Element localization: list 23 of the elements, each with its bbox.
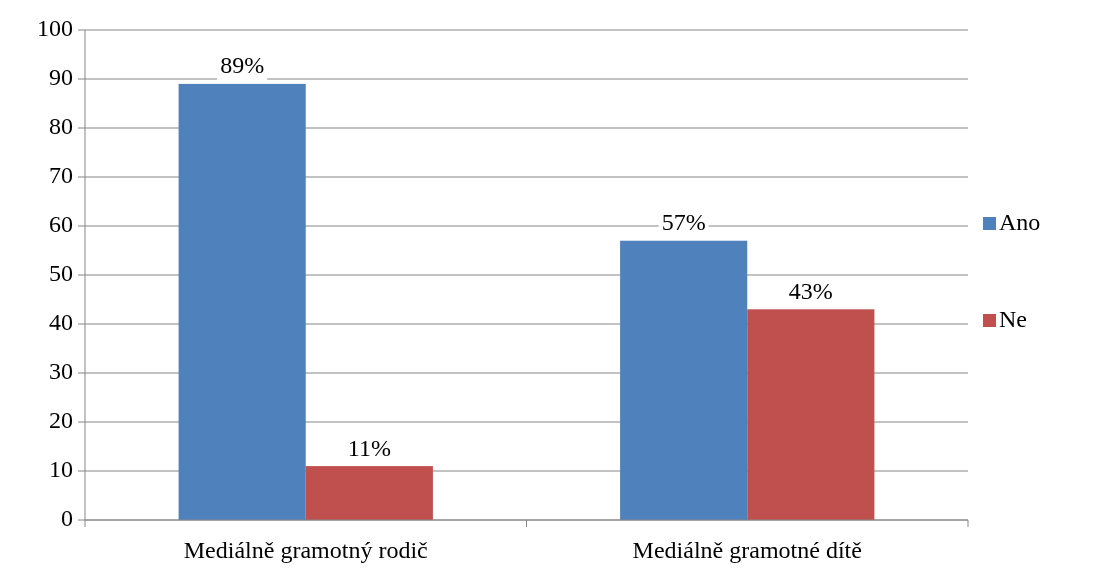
bar: [178, 83, 306, 520]
legend-label: Ne: [999, 305, 1027, 332]
data-label: 89%: [220, 52, 265, 79]
data-label: 43%: [788, 277, 833, 304]
x-tick-label: Mediálně gramotné dítě: [632, 537, 862, 563]
y-tick-label: 60: [49, 210, 73, 237]
y-tick-label: 80: [49, 112, 73, 139]
y-tick-label: 100: [37, 14, 73, 41]
x-tick-label: Mediálně gramotný rodič: [183, 537, 428, 563]
y-tick-label: 20: [49, 406, 73, 433]
y-tick-label: 10: [49, 455, 73, 482]
y-tick-label: 30: [49, 357, 73, 384]
y-tick-label: 50: [49, 259, 73, 286]
y-tick-label: 70: [49, 161, 73, 188]
y-tick-label: 40: [49, 308, 73, 335]
bar: [620, 240, 748, 520]
y-tick-label: 0: [61, 504, 73, 531]
bar: [305, 466, 433, 520]
y-tick-label: 90: [49, 63, 73, 90]
data-label: 11%: [347, 434, 391, 461]
bar: [747, 309, 875, 520]
legend-label: Ano: [999, 208, 1041, 235]
data-label: 57%: [661, 209, 706, 236]
